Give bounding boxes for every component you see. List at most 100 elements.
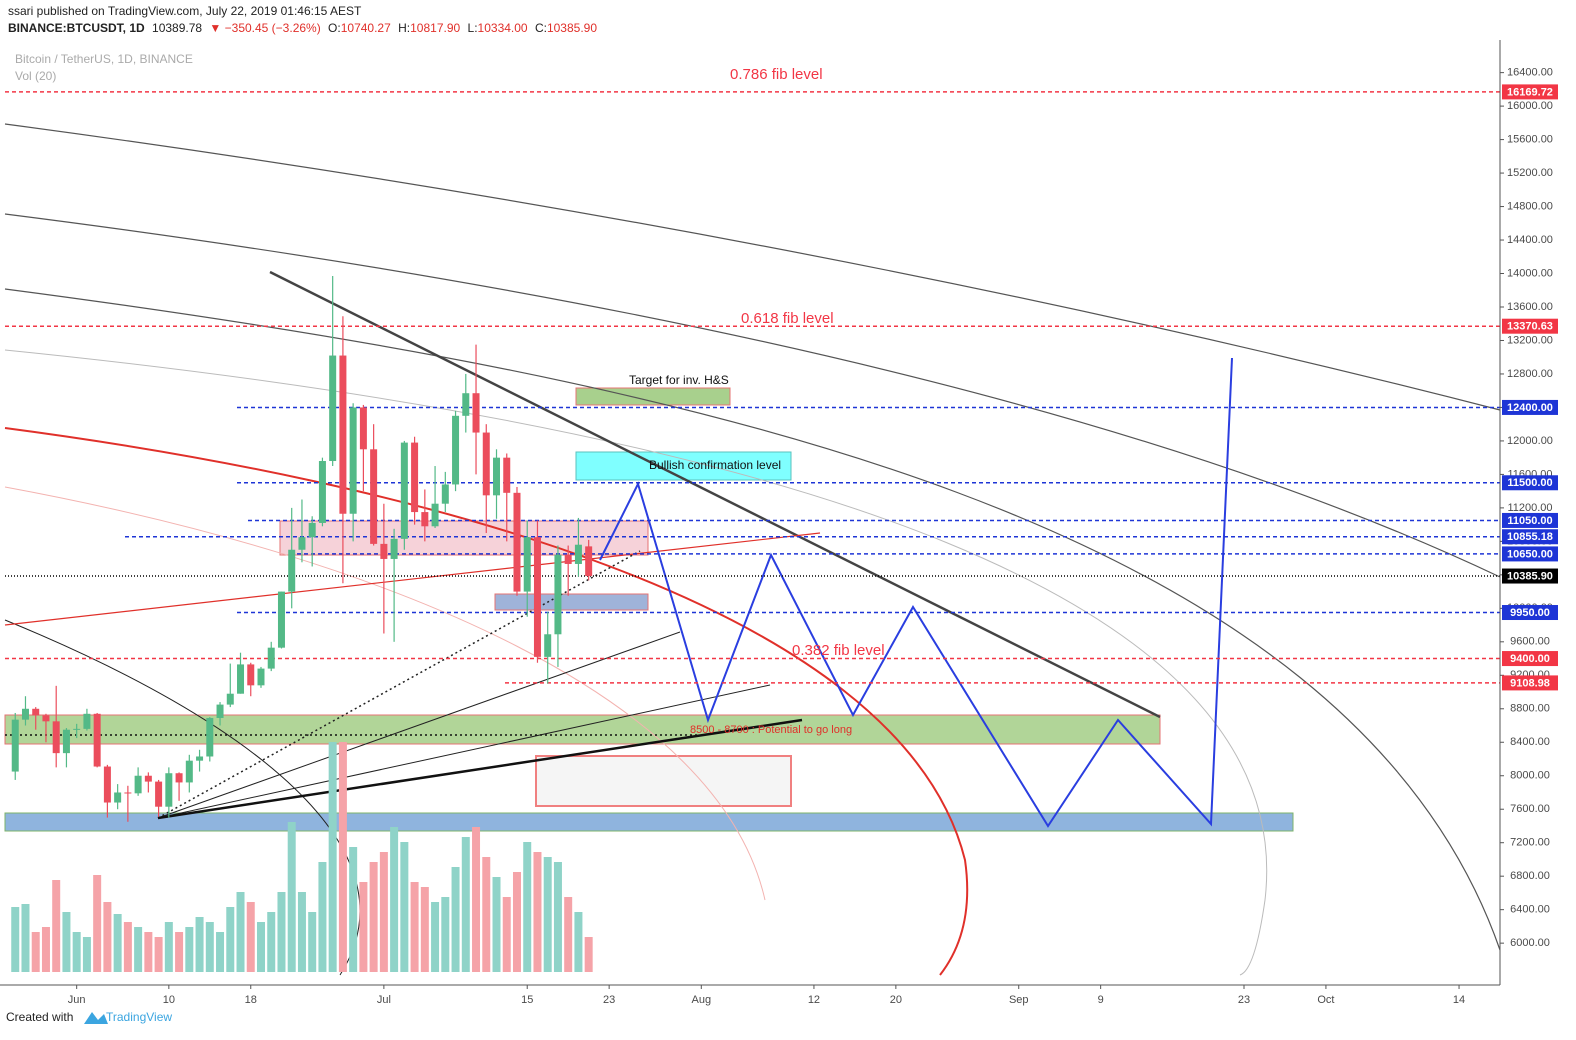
volume-bar: [328, 742, 337, 972]
y-tick-label: 15600.00: [1507, 133, 1553, 145]
candle-body: [103, 766, 111, 803]
x-tick-label: Jul: [377, 994, 391, 1006]
annotation: 0.382 fib level: [792, 642, 885, 659]
candle-body: [452, 415, 460, 485]
annotation: 0.786 fib level: [730, 66, 823, 83]
candle-body: [185, 760, 193, 783]
candle-body: [73, 728, 81, 730]
volume-bar: [390, 827, 399, 972]
candle-body: [277, 591, 285, 648]
volume-bar: [461, 837, 470, 972]
candle-body: [390, 538, 398, 559]
x-tick-label: Jun: [68, 994, 86, 1006]
y-tick-label: 7600.00: [1510, 803, 1550, 815]
annotation: 0.618 fib level: [741, 310, 834, 327]
trend-line: [269, 270, 1161, 719]
candle-body: [513, 492, 521, 592]
volume-bar: [349, 847, 358, 972]
candle-body: [247, 664, 255, 686]
level-label: 9950.00: [1510, 607, 1550, 619]
footer: Created with: [6, 1010, 73, 1024]
level-badge: [1502, 512, 1558, 528]
level-badge: [1502, 399, 1558, 415]
volume-bar: [502, 897, 511, 972]
volume-bar: [52, 880, 61, 972]
candle-body: [554, 554, 562, 635]
volume-bar: [21, 904, 30, 972]
volume-bar: [72, 932, 81, 972]
candle-body: [308, 522, 316, 538]
y-tick-label: 15200.00: [1507, 167, 1553, 179]
volume-bar: [41, 927, 50, 972]
arc: [4, 486, 766, 901]
y-tick-label: 8400.00: [1510, 736, 1550, 748]
candle-body: [206, 717, 214, 757]
zone: [535, 755, 792, 807]
annotation: Target for inv. H&S: [629, 373, 729, 387]
candle-body: [318, 461, 326, 523]
level-label: 10855.18: [1507, 531, 1553, 543]
y-tick-label: 14800.00: [1507, 200, 1553, 212]
candle-body: [42, 715, 50, 722]
candle-body: [257, 668, 265, 686]
candle-body: [462, 393, 470, 416]
candle-body: [93, 713, 101, 767]
candle-body: [585, 546, 593, 577]
volume-label: Vol (20): [15, 69, 56, 83]
volume-bar: [164, 922, 173, 972]
candle-body: [523, 537, 531, 592]
candle-body: [83, 713, 91, 729]
zone: [4, 714, 1161, 745]
volume-bar: [512, 872, 521, 972]
candle-body: [329, 355, 337, 462]
levels: [5, 91, 1500, 684]
trend-line: [157, 550, 641, 819]
candle-body: [349, 407, 357, 514]
volume-bar: [31, 932, 40, 972]
ohlc-value: 10740.27: [341, 21, 391, 35]
logo: [84, 1012, 108, 1024]
arc: [4, 123, 1501, 411]
volume-bar: [482, 857, 491, 972]
level-label: 13370.63: [1507, 321, 1553, 333]
volume-bar: [441, 897, 450, 972]
volume-bar: [379, 852, 388, 972]
annotation: Bullish confirmation level: [649, 458, 781, 472]
zone: [4, 812, 1294, 832]
x-tick-label: 23: [603, 994, 615, 1006]
level-badge: [1502, 568, 1558, 584]
volume-bar: [584, 937, 593, 972]
ohlc-value: 10385.90: [547, 21, 597, 35]
candle-body: [503, 457, 511, 493]
zone: [279, 520, 649, 556]
level-label: 10650.00: [1507, 548, 1553, 560]
candle-body: [196, 756, 204, 761]
candle-body: [124, 792, 132, 794]
level-badge: [1502, 546, 1558, 562]
volume-bar: [533, 852, 542, 972]
candle-body: [493, 457, 501, 496]
volume-bar: [492, 877, 501, 972]
volume-bar: [236, 892, 245, 972]
candle-body: [165, 773, 173, 807]
zone: [575, 451, 792, 481]
y-tick-label: 6800.00: [1510, 870, 1550, 882]
candle-body: [339, 355, 347, 514]
y-tick-label: 14000.00: [1507, 267, 1553, 279]
y-tick-label: 6000.00: [1510, 937, 1550, 949]
ohlc-label: C:: [535, 21, 547, 35]
volume-bar: [472, 827, 481, 972]
candle-body: [564, 554, 572, 564]
change: ▼ −350.45 (−3.26%): [209, 21, 320, 35]
candle-body: [533, 537, 541, 657]
candle-body: [216, 704, 224, 718]
candle-body: [155, 781, 163, 807]
y-tick-label: 8800.00: [1510, 703, 1550, 715]
y-tick-label: 6400.00: [1510, 904, 1550, 916]
projection: [599, 357, 1233, 828]
ohlc-label: O:: [328, 21, 341, 35]
volume-bar: [287, 822, 296, 972]
volume-bar: [123, 922, 132, 972]
volume-bar: [359, 882, 368, 972]
x-tick-label: 15: [521, 994, 533, 1006]
